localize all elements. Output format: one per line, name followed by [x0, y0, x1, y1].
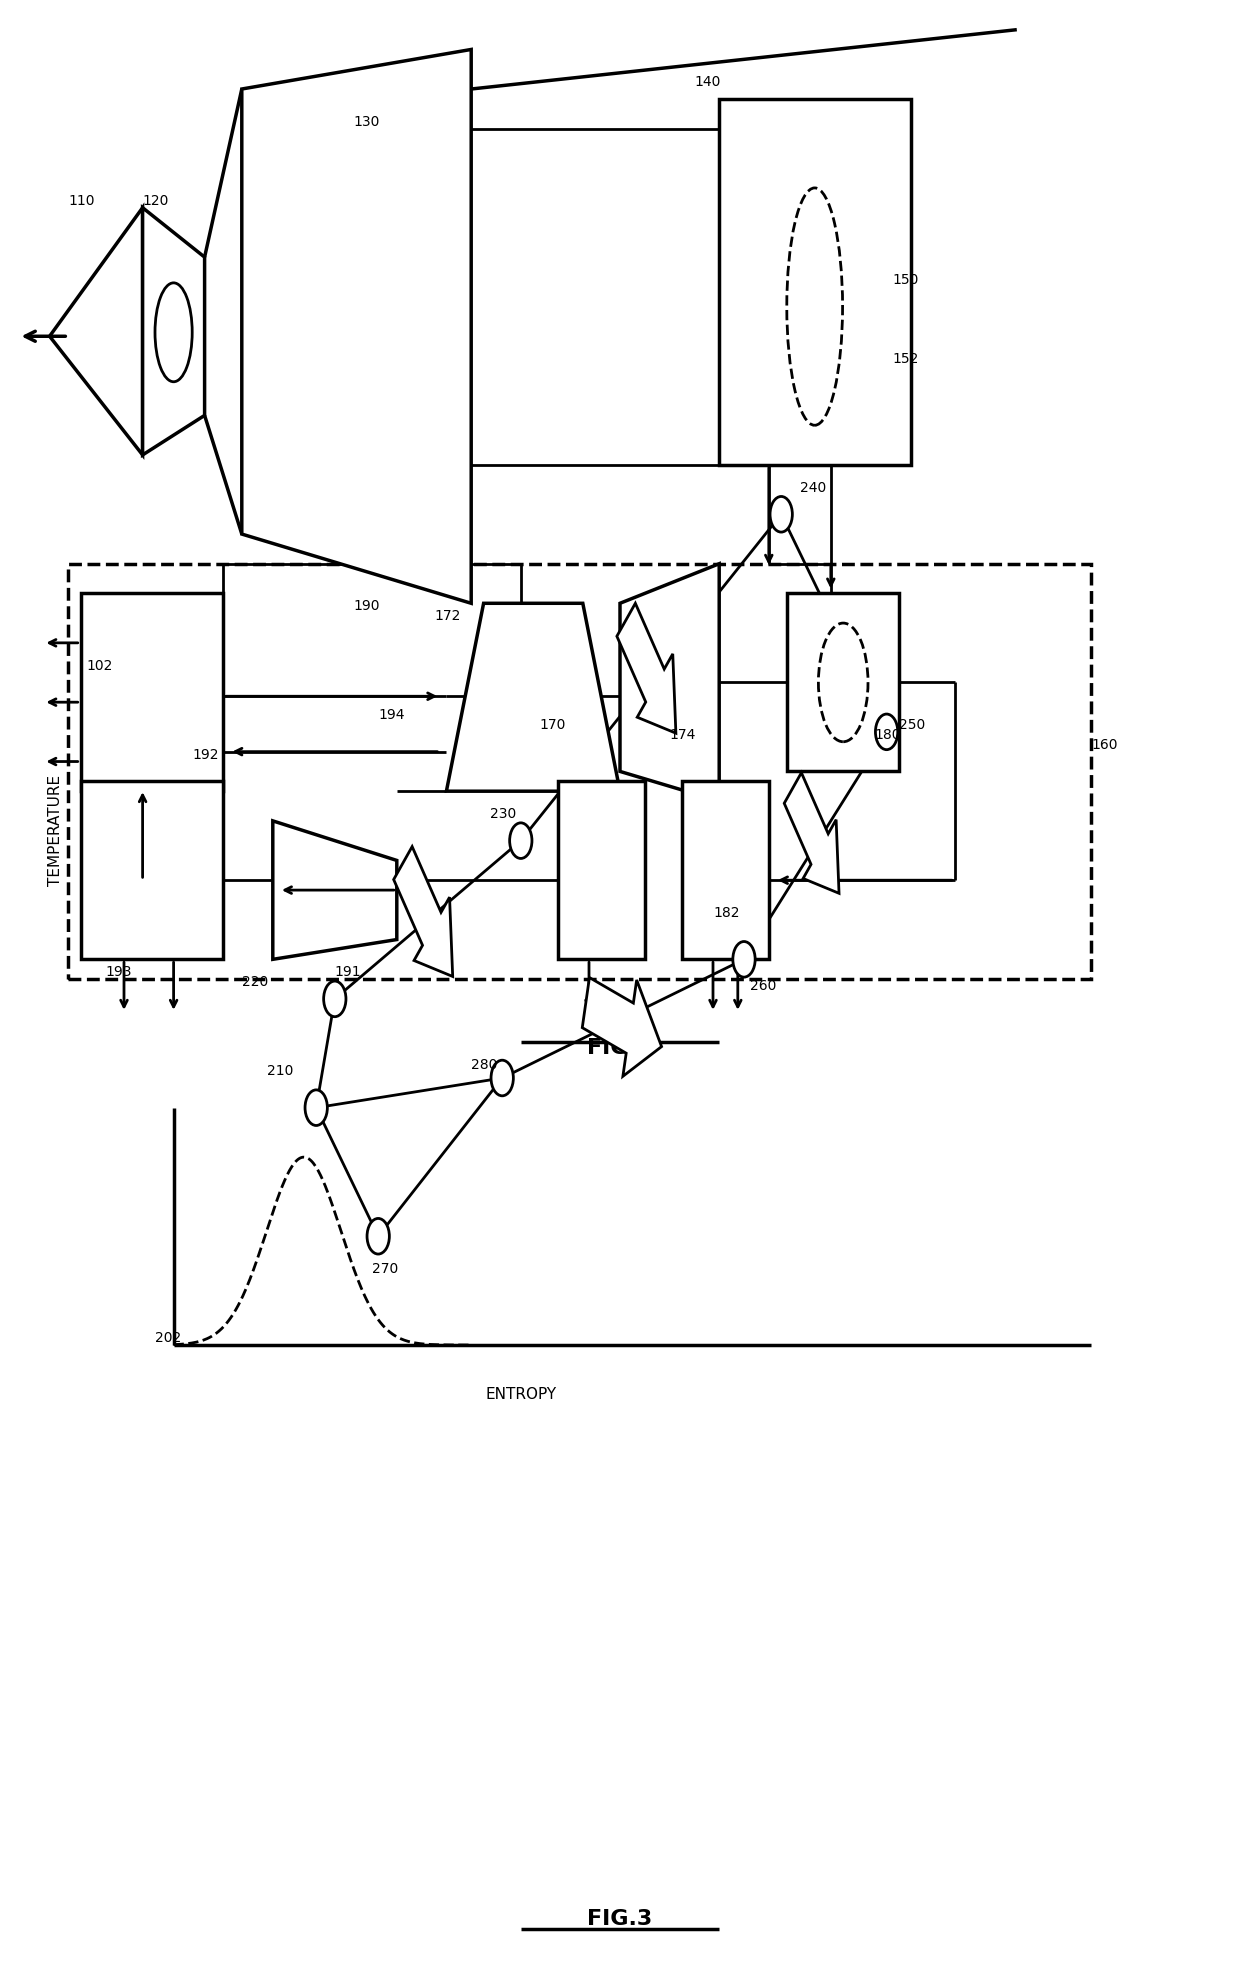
Ellipse shape	[510, 823, 532, 858]
Ellipse shape	[818, 623, 868, 742]
Polygon shape	[784, 773, 839, 894]
Bar	[81, 593, 223, 791]
Text: 210: 210	[267, 1064, 293, 1078]
Text: 160: 160	[1091, 738, 1117, 752]
Text: 102: 102	[87, 659, 113, 673]
Text: 220: 220	[242, 975, 268, 989]
Bar	[558, 781, 645, 959]
Text: 174: 174	[670, 728, 696, 742]
Text: 240: 240	[800, 481, 826, 494]
Text: ENTROPY: ENTROPY	[485, 1387, 557, 1402]
Ellipse shape	[770, 496, 792, 532]
Ellipse shape	[324, 981, 346, 1017]
Polygon shape	[583, 977, 662, 1076]
Bar	[81, 781, 223, 959]
Text: 190: 190	[353, 599, 379, 613]
Text: 172: 172	[434, 609, 460, 623]
Polygon shape	[620, 564, 719, 801]
Text: 110: 110	[68, 194, 94, 208]
Text: 280: 280	[471, 1058, 497, 1072]
Text: 140: 140	[694, 75, 720, 89]
Polygon shape	[242, 49, 471, 603]
Bar	[682, 781, 769, 959]
Text: FIG.2: FIG.2	[588, 1038, 652, 1058]
Text: 192: 192	[192, 748, 218, 762]
Text: 152: 152	[893, 352, 919, 366]
Text: TEMPERATURE: TEMPERATURE	[48, 775, 63, 886]
Text: 180: 180	[874, 728, 900, 742]
Text: FIG.3: FIG.3	[588, 1909, 652, 1929]
Polygon shape	[143, 208, 205, 455]
Ellipse shape	[155, 283, 192, 382]
Polygon shape	[446, 603, 620, 791]
Text: 202: 202	[155, 1331, 181, 1345]
Text: 270: 270	[372, 1262, 398, 1276]
Ellipse shape	[733, 942, 755, 977]
Text: 191: 191	[335, 965, 361, 979]
Bar	[68, 564, 1091, 979]
Text: 194: 194	[378, 708, 404, 722]
Polygon shape	[50, 208, 143, 455]
Text: 182: 182	[713, 906, 739, 920]
Text: 120: 120	[143, 194, 169, 208]
Text: 260: 260	[750, 979, 776, 993]
Text: 130: 130	[353, 115, 379, 129]
Text: 230: 230	[490, 807, 516, 821]
Text: 170: 170	[539, 718, 565, 732]
Polygon shape	[616, 603, 676, 734]
Ellipse shape	[491, 1060, 513, 1096]
Polygon shape	[393, 847, 453, 977]
Text: 250: 250	[899, 718, 925, 732]
Bar	[719, 99, 911, 465]
Text: 150: 150	[893, 273, 919, 287]
Text: 193: 193	[105, 965, 131, 979]
Ellipse shape	[875, 714, 898, 750]
Ellipse shape	[787, 188, 843, 425]
Polygon shape	[273, 821, 397, 959]
Ellipse shape	[305, 1090, 327, 1125]
Ellipse shape	[367, 1218, 389, 1254]
Bar	[787, 593, 899, 771]
